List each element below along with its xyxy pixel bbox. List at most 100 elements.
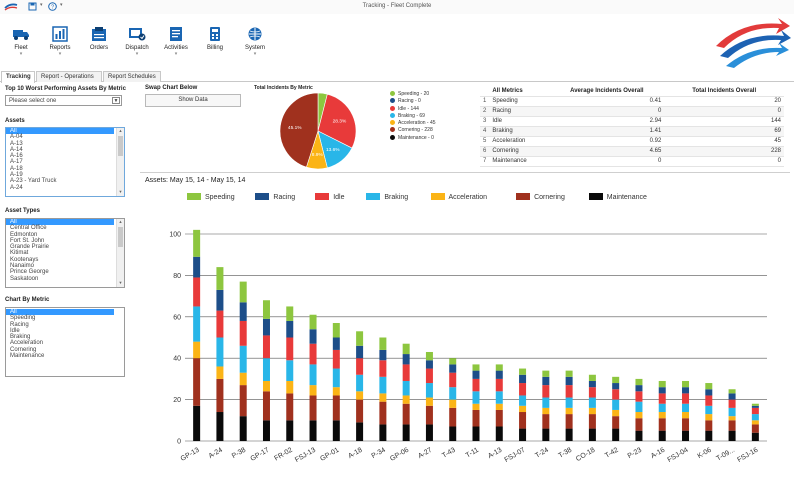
bar-segment-braking[interactable] [379, 376, 387, 394]
bar-segment-braking[interactable] [425, 383, 433, 398]
bar-segment-idle[interactable] [658, 393, 666, 404]
bar-segment-acceleration[interactable] [705, 414, 713, 421]
bar-segment-racing[interactable] [402, 354, 410, 365]
tab-report-operations[interactable]: Report - Operations [36, 71, 102, 82]
bar-segment-braking[interactable] [682, 403, 690, 413]
bar-segment-speeding[interactable] [262, 300, 270, 319]
bar-segment-racing[interactable] [728, 393, 736, 400]
asset-list-item[interactable]: A-04 [10, 134, 23, 141]
bar-segment-racing[interactable] [542, 376, 550, 386]
bar-segment-acceleration[interactable] [658, 412, 666, 419]
table-row[interactable]: 6 Cornering 4.65 228 [480, 146, 784, 157]
bar-segment-racing[interactable] [309, 329, 317, 344]
bar-segment-braking[interactable] [356, 374, 364, 392]
bar-segment-braking[interactable] [728, 407, 736, 417]
bar-segment-braking[interactable] [472, 391, 480, 404]
bar-segment-cornering[interactable] [658, 418, 666, 431]
bar-segment-speeding[interactable] [309, 314, 317, 330]
bar-segment-acceleration[interactable] [216, 366, 224, 379]
ribbon-system-button[interactable]: System ▾ [235, 26, 275, 57]
bar-segment-speeding[interactable] [425, 351, 433, 361]
bar-segment-cornering[interactable] [495, 409, 503, 427]
bar-segment-idle[interactable] [379, 360, 387, 377]
bar-segment-maintenance[interactable] [635, 430, 643, 441]
bar-segment-speeding[interactable] [705, 383, 713, 390]
ribbon-activities-button[interactable]: Activities ▾ [156, 26, 196, 57]
asset-types-listbox[interactable]: All Central Office Edmonton Fort St. John Gr… [5, 218, 125, 288]
chart-metric-listbox[interactable]: All Speeding Racing Idle Braking Acceleration… [5, 307, 125, 377]
bar-segment-speeding[interactable] [379, 337, 387, 350]
bar-segment-braking[interactable] [495, 391, 503, 404]
asset-type-list-item[interactable]: Kitimat [10, 250, 29, 257]
bar-segment-maintenance[interactable] [705, 430, 713, 441]
bar-segment-idle[interactable] [332, 349, 340, 369]
bar-segment-idle[interactable] [402, 364, 410, 381]
bar-segment-maintenance[interactable] [728, 430, 736, 441]
chart-metric-list-item[interactable]: Acceleration [10, 340, 44, 347]
bar-segment-speeding[interactable] [542, 370, 550, 377]
table-row[interactable]: 1 Speeding 0.41 20 [480, 96, 784, 107]
bar-segment-racing[interactable] [332, 337, 340, 350]
bar-segment-racing[interactable] [425, 360, 433, 369]
bar-segment-cornering[interactable] [309, 395, 317, 421]
bar-segment-idle[interactable] [519, 383, 527, 396]
bar-segment-acceleration[interactable] [425, 397, 433, 406]
bar-segment-maintenance[interactable] [449, 426, 457, 441]
bar-segment-cornering[interactable] [612, 416, 620, 429]
bar-segment-maintenance[interactable] [682, 430, 690, 441]
bar-segment-idle[interactable] [495, 378, 503, 392]
bar-segment-acceleration[interactable] [332, 387, 340, 396]
bar-segment-idle[interactable] [216, 310, 224, 338]
bar-segment-maintenance[interactable] [402, 424, 410, 441]
chart-metric-list-item[interactable]: All [6, 309, 114, 316]
table-row[interactable]: 4 Braking 1.41 69 [480, 126, 784, 137]
bar-segment-braking[interactable] [705, 405, 713, 415]
bar-segment-cornering[interactable] [682, 418, 690, 431]
bar-segment-speeding[interactable] [682, 380, 690, 388]
bar-segment-idle[interactable] [193, 277, 201, 307]
legend-item-acceleration[interactable]: Acceleration [430, 193, 487, 201]
bar-segment-braking[interactable] [449, 387, 457, 400]
bar-segment-idle[interactable] [705, 395, 713, 406]
bar-segment-racing[interactable] [216, 289, 224, 311]
bar-segment-maintenance[interactable] [193, 405, 201, 441]
bar-segment-idle[interactable] [542, 385, 550, 398]
bar-segment-braking[interactable] [216, 337, 224, 367]
asset-type-list-item[interactable]: Central Office [10, 225, 47, 232]
bar-segment-idle[interactable] [635, 391, 643, 402]
bar-segment-braking[interactable] [658, 403, 666, 413]
chart-metric-list-item[interactable]: Braking [10, 334, 31, 341]
bar-segment-racing[interactable] [635, 385, 643, 392]
asset-type-list-item[interactable]: Fort St. John [10, 237, 45, 244]
legend-item-racing[interactable]: Racing [255, 193, 295, 201]
bar-segment-maintenance[interactable] [658, 430, 666, 441]
asset-types-scrollbar[interactable]: ▲ ▼ [116, 219, 124, 287]
bar-segment-braking[interactable] [309, 364, 317, 386]
bar-segment-braking[interactable] [612, 399, 620, 410]
bar-segment-braking[interactable] [262, 358, 270, 381]
tab-tracking[interactable]: Tracking [1, 71, 35, 83]
asset-list-item[interactable]: A-24 [10, 184, 23, 191]
bar-segment-idle[interactable] [565, 385, 573, 398]
bar-segment-speeding[interactable] [565, 370, 573, 377]
legend-item-idle[interactable]: Idle [315, 193, 344, 201]
chart-metric-list-item[interactable]: Maintenance [10, 353, 45, 360]
asset-type-list-item[interactable]: Saskatoon [10, 275, 39, 282]
bar-segment-racing[interactable] [286, 320, 294, 338]
bar-segment-cornering[interactable] [239, 385, 247, 417]
bar-segment-racing[interactable] [751, 405, 759, 408]
bar-segment-racing[interactable] [682, 387, 690, 394]
asset-list-item[interactable]: A-23 - Yard Truck [10, 178, 57, 185]
asset-type-list-item[interactable]: Kootenays [10, 256, 39, 263]
bar-segment-racing[interactable] [565, 376, 573, 386]
bar-segment-braking[interactable] [751, 414, 759, 421]
bar-segment-racing[interactable] [495, 370, 503, 379]
bar-segment-braking[interactable] [635, 401, 643, 413]
bar-segment-maintenance[interactable] [425, 424, 433, 441]
bar-segment-cornering[interactable] [635, 418, 643, 431]
bar-segment-racing[interactable] [519, 374, 527, 384]
asset-list-item[interactable]: A-19 [10, 172, 23, 179]
asset-type-list-item[interactable]: Edmonton [10, 231, 38, 238]
bar-segment-maintenance[interactable] [565, 428, 573, 441]
bar-segment-maintenance[interactable] [751, 432, 759, 441]
